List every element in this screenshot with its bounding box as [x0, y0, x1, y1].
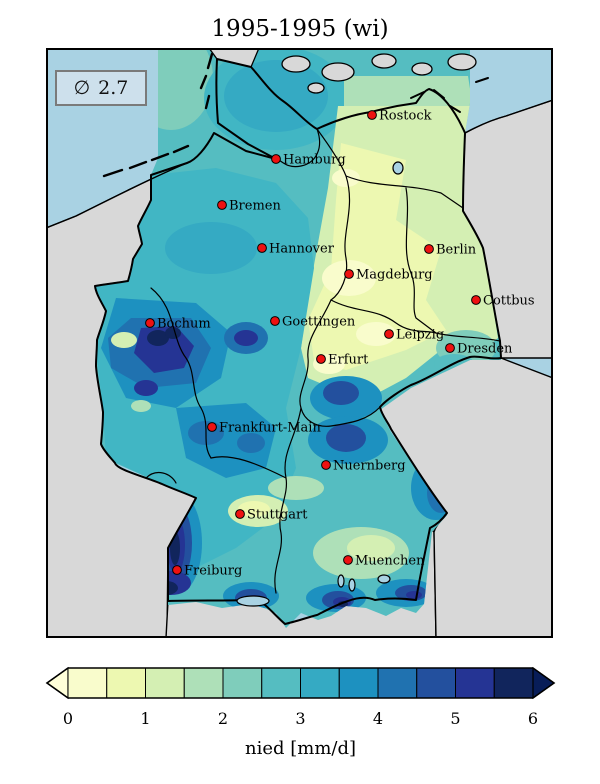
colorbar-segment	[455, 667, 495, 699]
city-label: Stuttgart	[247, 508, 308, 523]
germany-precipitation-map: Rostock Hamburg Bremen Hannover Berlin Magdeb…	[46, 48, 553, 638]
city-marker	[145, 318, 155, 328]
colorbar: 0 1 2 3 4 5 6 nied [mm/d]	[0, 660, 600, 780]
colorbar-segment	[67, 667, 108, 699]
colorbar-over-arrow	[532, 666, 556, 700]
colorbar-segment	[338, 667, 379, 699]
colorbar-segment	[222, 667, 263, 699]
city-label: Nuernberg	[333, 459, 406, 474]
lakes	[236, 161, 404, 607]
colorbar-tick-label: 3	[295, 709, 305, 728]
colorbar-under-arrow	[45, 666, 69, 700]
colorbar-segment	[183, 667, 224, 699]
city-marker	[316, 354, 326, 364]
colorbar-tick-label: 5	[450, 709, 460, 728]
mean-value: 2.7	[98, 77, 129, 99]
city-label: Hamburg	[283, 153, 346, 168]
colorbar-axis-label: nied [mm/d]	[245, 738, 356, 759]
city-label: Leipzig	[396, 328, 444, 343]
city-label: Erfurt	[328, 353, 369, 368]
mean-symbol: ∅	[73, 77, 91, 99]
city-label: Bochum	[157, 317, 211, 332]
city-label: Freiburg	[184, 564, 242, 579]
city-marker	[207, 422, 217, 432]
colorbar-tick-label: 0	[63, 709, 73, 728]
city-marker	[235, 509, 245, 519]
city-label: Goettingen	[282, 315, 356, 330]
city-marker	[367, 110, 377, 120]
city-label: Berlin	[436, 243, 477, 258]
city-label: Hannover	[269, 242, 335, 257]
city-marker	[257, 243, 267, 253]
colorbar-segment	[145, 667, 185, 699]
colorbar-outline	[45, 667, 556, 699]
city-marker	[217, 200, 227, 210]
borders	[46, 52, 553, 625]
mean-annotation-box: ∅ 2.7	[55, 70, 147, 106]
contour-field	[95, 48, 501, 628]
map-canvas: Rostock Hamburg Bremen Hannover BerlinMagdeb…	[46, 48, 553, 638]
colorbar-segment	[493, 667, 534, 699]
city-marker	[384, 329, 394, 339]
city-label: Bremen	[229, 199, 281, 214]
city-label: Frankfurt-Main	[219, 421, 321, 436]
colorbar-tick-label: 4	[373, 709, 383, 728]
colorbar-segment	[261, 667, 301, 699]
city-marker	[270, 316, 280, 326]
map-frame	[46, 48, 553, 638]
colorbar-tick-label: 2	[218, 709, 228, 728]
city-marker	[445, 343, 455, 353]
city-marker	[471, 295, 481, 305]
city-marker	[321, 460, 331, 470]
colorbar-segment	[300, 667, 340, 699]
city-marker	[172, 565, 182, 575]
cities-layer: Rostock Hamburg Bremen Hannover BerlinMagdeb…	[145, 109, 535, 579]
city-label: Magdeburg	[356, 268, 433, 283]
city-label: Cottbus	[483, 294, 535, 309]
city-marker	[344, 269, 354, 279]
colorbar-tick-label: 1	[140, 709, 150, 728]
land-denmark	[208, 48, 477, 94]
city-label: Muenchen	[355, 554, 425, 569]
colorbar-segment	[377, 667, 418, 699]
city-label: Rostock	[379, 109, 432, 124]
city-marker	[271, 154, 281, 164]
city-label: Dresden	[457, 342, 513, 357]
city-marker	[343, 555, 353, 565]
colorbar-tick-label: 6	[528, 709, 538, 728]
colorbar-segment	[106, 667, 146, 699]
figure-title: 1995-1995 (wi)	[211, 16, 389, 42]
city-marker	[424, 244, 434, 254]
colorbar-segment	[416, 667, 456, 699]
